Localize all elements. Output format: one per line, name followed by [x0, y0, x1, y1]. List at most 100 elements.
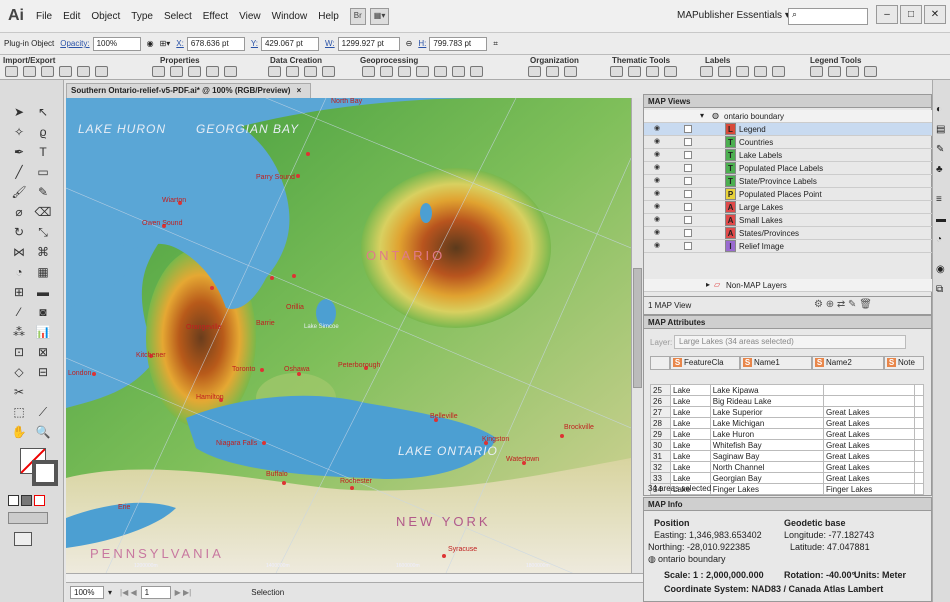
layer-row[interactable]: ◉ A Small Lakes — [644, 214, 933, 227]
artboard-tool-icon[interactable]: ⊡ — [13, 345, 25, 359]
layer-root[interactable]: ▾ ◍ ontario boundary — [644, 110, 933, 123]
visibility-eye-icon[interactable]: ◉ — [654, 242, 661, 249]
relief-icon[interactable] — [646, 66, 659, 77]
maximize-button[interactable]: □ — [900, 5, 922, 24]
direct-selection-tool-icon[interactable]: ↖ — [37, 105, 49, 119]
free-transform-icon[interactable]: ⌘ — [37, 245, 49, 259]
stroke-panel-icon[interactable]: ≡ — [936, 194, 942, 205]
points-icon[interactable] — [304, 66, 317, 77]
bridge-button[interactable]: Br — [349, 7, 366, 25]
stroke-swatch[interactable] — [32, 460, 58, 486]
perspective-grid-icon[interactable]: ▦ — [37, 265, 49, 279]
selector-icon[interactable] — [528, 66, 541, 77]
opacity-label[interactable]: Opacity: — [60, 39, 90, 48]
georef-icon[interactable] — [95, 66, 108, 77]
transform-icon[interactable]: ⌗ — [493, 38, 498, 48]
paintbrush-icon[interactable]: 🖌 — [11, 185, 27, 199]
hand-tool-icon[interactable]: ✋ — [11, 425, 27, 439]
table-icon[interactable] — [322, 66, 335, 77]
column-header-note[interactable]: S Note — [884, 356, 924, 370]
menu-select[interactable]: Select — [163, 10, 192, 22]
pencil-icon[interactable]: ✎ — [37, 185, 49, 199]
x-field[interactable]: 678.636 pt — [186, 36, 245, 51]
visibility-eye-icon[interactable]: ◉ — [654, 125, 661, 132]
gradient-tool-icon[interactable]: ▬ — [37, 285, 49, 299]
type-tool-icon[interactable]: T — [39, 145, 47, 159]
appearance-panel-icon[interactable]: ◉ — [936, 264, 945, 275]
clip-icon[interactable] — [434, 66, 447, 77]
lock-toggle[interactable] — [684, 242, 692, 250]
lasso-icon[interactable]: ϱ — [39, 125, 47, 139]
symbols-panel-icon[interactable]: ♣ — [936, 164, 943, 175]
menu-help[interactable]: Help — [318, 10, 339, 22]
shape-builder-icon[interactable]: ◔ — [15, 265, 23, 279]
close-tab-icon[interactable]: × — [296, 86, 302, 95]
chart-icon[interactable] — [628, 66, 641, 77]
lock-toggle[interactable] — [684, 164, 692, 172]
pen-tool-icon[interactable]: ✒ — [13, 145, 25, 159]
screen-mode-icon[interactable] — [14, 532, 32, 546]
stylesheet-icon[interactable] — [546, 66, 559, 77]
table-row[interactable]: 29 Lake Lake Huron Great Lakes — [650, 428, 924, 440]
visibility-eye-icon[interactable]: ◉ — [654, 151, 661, 158]
workspace-switcher[interactable]: MAPublisher Essentials ▾ — [677, 10, 790, 21]
lock-toggle[interactable] — [684, 203, 692, 211]
mappoint-icon[interactable] — [59, 66, 72, 77]
knife-icon[interactable]: ⟋ — [38, 405, 48, 419]
menu-view[interactable]: View — [239, 10, 261, 22]
layer-row[interactable]: ◉ A Large Lakes — [644, 201, 933, 214]
label-move-icon[interactable] — [754, 66, 767, 77]
lock-toggle[interactable] — [684, 216, 692, 224]
draw-icon[interactable] — [286, 66, 299, 77]
layer-row[interactable]: ◉ A States/Provinces — [644, 227, 933, 240]
visibility-eye-icon[interactable]: ◉ — [654, 138, 661, 145]
document-tab[interactable]: Southern Ontario-relief-v5-PDF.ai* @ 100… — [66, 83, 311, 98]
visibility-eye-icon[interactable]: ◉ — [654, 203, 661, 210]
lock-toggle[interactable] — [684, 177, 692, 185]
visibility-eye-icon[interactable]: ◉ — [654, 190, 661, 197]
search-input[interactable]: ⌕ — [788, 8, 868, 25]
eraser-icon[interactable]: ⌫ — [34, 205, 52, 219]
close-button[interactable]: ✕ — [924, 5, 946, 24]
zoom-tool-icon[interactable]: 🔍 — [35, 425, 51, 439]
color-panel-icon[interactable]: ◐ — [936, 104, 943, 115]
minimize-button[interactable]: – — [876, 5, 898, 24]
layer-row[interactable]: ◉ T Populated Place Labels — [644, 162, 933, 175]
layer-non-map[interactable]: ▸ ▱ Non-MAP Layers — [644, 279, 933, 292]
layer-row[interactable]: ◉ T Countries — [644, 136, 933, 149]
table-row[interactable]: 30 Lake Whitefish Bay Great Lakes — [650, 439, 924, 451]
eyedropper-icon[interactable]: ⁄ — [17, 305, 20, 319]
opacity-field[interactable]: 100% — [92, 36, 141, 51]
table-row[interactable]: 31 Lake Saginaw Bay Great Lakes — [650, 450, 924, 462]
pen-icon[interactable] — [268, 66, 281, 77]
recolor-icon[interactable]: ◉ — [146, 39, 154, 48]
zoom-dropdown-icon[interactable]: ▾ — [108, 588, 113, 597]
label-align-icon[interactable] — [772, 66, 785, 77]
gradient-panel-icon[interactable]: ▬ — [936, 214, 946, 225]
next-page-icon[interactable]: ▶ ▶| — [174, 588, 192, 597]
simplify-icon[interactable] — [416, 66, 429, 77]
menu-edit[interactable]: Edit — [63, 10, 81, 22]
selection-tool-icon[interactable]: ➤ — [13, 105, 25, 119]
rectangle-tool-icon[interactable]: ▭ — [37, 165, 49, 179]
graph-tool-icon[interactable]: 📊 — [35, 325, 51, 339]
density-icon[interactable] — [664, 66, 677, 77]
database-icon[interactable] — [77, 66, 90, 77]
web-icon[interactable] — [41, 66, 54, 77]
blend-tool-icon[interactable]: ◙ — [39, 305, 47, 319]
gradient-mode-icon[interactable] — [21, 495, 32, 506]
info-icon[interactable] — [188, 66, 201, 77]
lock-toggle[interactable] — [684, 138, 692, 146]
table-row[interactable]: 33 Lake Georgian Bay Great Lakes — [650, 472, 924, 484]
label-path-icon[interactable] — [718, 66, 731, 77]
layer-row[interactable]: ◉ I Relief Image — [644, 240, 933, 253]
map-view-actions-icon[interactable]: ⚙ ⊕ ⇄ ✎ 🗑 — [814, 299, 872, 310]
width-tool-icon[interactable]: ⋈ — [13, 245, 25, 259]
visibility-eye-icon[interactable]: ◉ — [654, 164, 661, 171]
page-field[interactable]: 1 — [140, 586, 171, 599]
table-row[interactable]: 32 Lake North Channel Great Lakes — [650, 461, 924, 473]
menu-file[interactable]: File — [36, 10, 53, 22]
line-tool-icon[interactable]: ╱ — [15, 165, 23, 179]
label-icon[interactable] — [700, 66, 713, 77]
prev-page-icon[interactable]: |◀ ◀ — [120, 588, 137, 597]
